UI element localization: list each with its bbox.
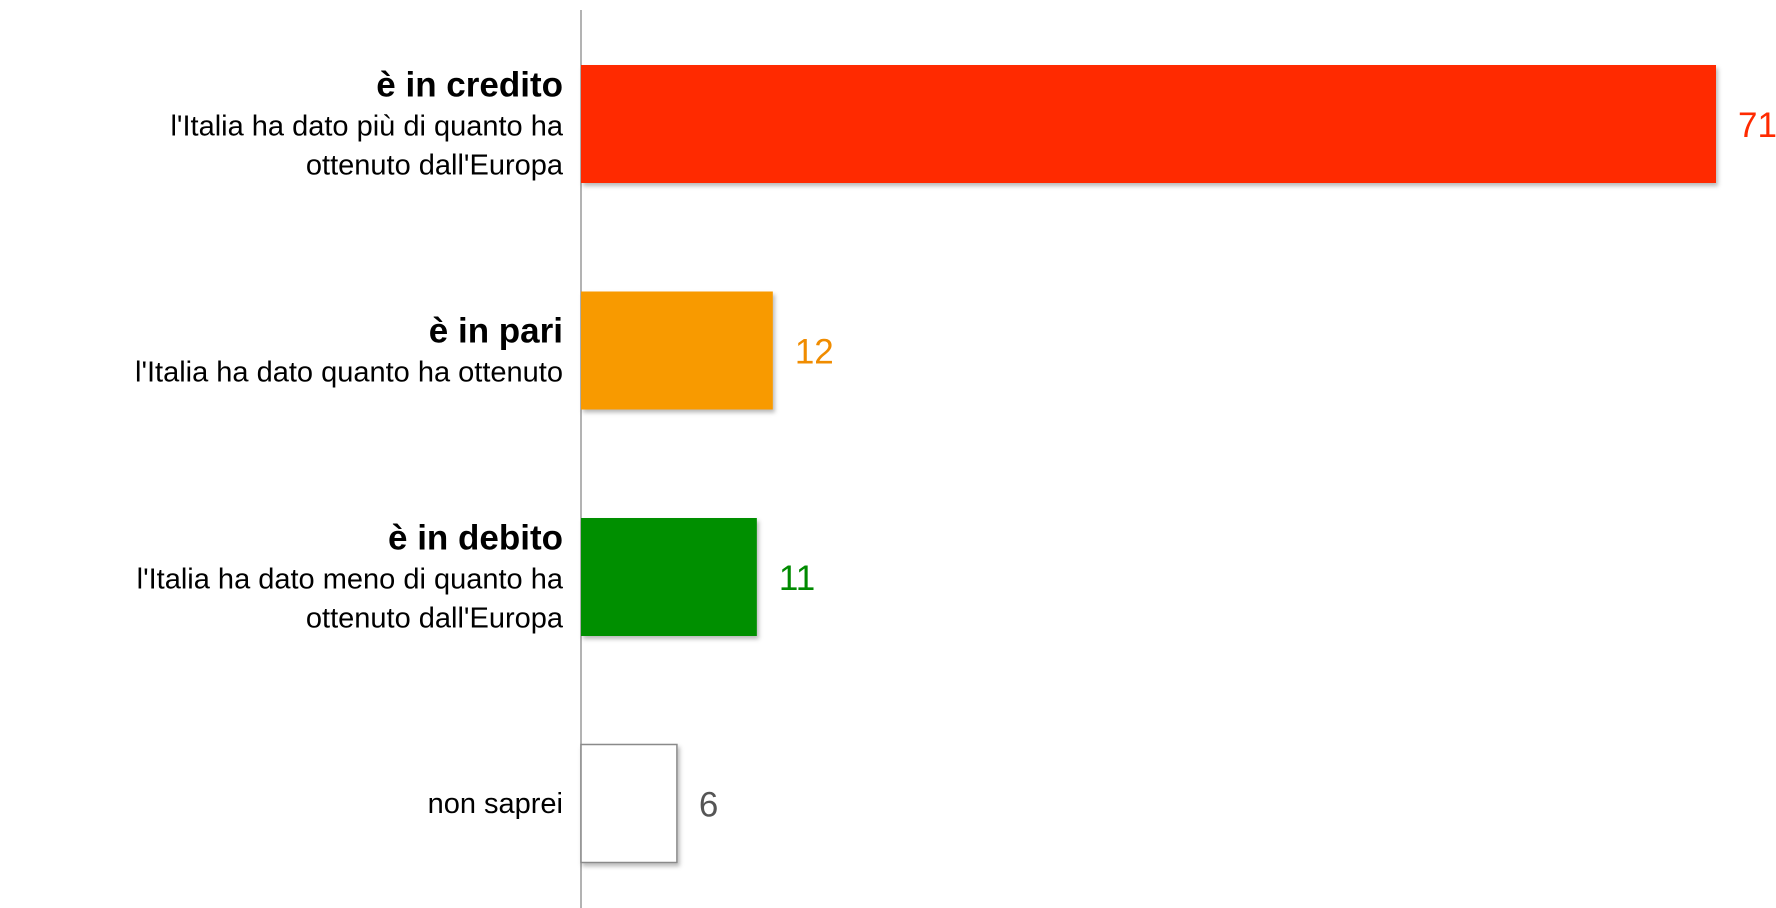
category-subtitle: non saprei — [428, 788, 563, 820]
bar-non-saprei — [580, 743, 678, 864]
category-subtitle: ottenuto dall'Europa — [306, 603, 564, 635]
category-label-e-in-debito: è in debito l'Italia ha dato meno di quan… — [137, 519, 564, 635]
value-label-non-saprei: 6 — [699, 786, 718, 825]
category-subtitle: l'Italia ha dato quanto ha ottenuto — [135, 357, 563, 389]
category-title: è in pari — [429, 312, 563, 351]
category-label-e-in-pari: è in pari l'Italia ha dato quanto ha otte… — [135, 312, 563, 389]
category-title: è in credito — [376, 66, 563, 105]
category-subtitle: ottenuto dall'Europa — [306, 150, 564, 182]
value-label-e-in-pari: 12 — [795, 333, 834, 372]
bar-e-in-credito — [581, 65, 1716, 183]
value-label-e-in-credito: 71 — [1738, 106, 1776, 145]
bar-e-in-pari — [581, 291, 773, 410]
category-subtitle: l'Italia ha dato meno di quanto ha — [137, 564, 564, 596]
category-subtitle: l'Italia ha dato più di quanto ha — [170, 111, 563, 143]
category-label-e-in-credito: è in credito l'Italia ha dato più di quan… — [170, 66, 563, 182]
category-label-non-saprei: non saprei — [428, 788, 563, 820]
value-label-e-in-debito: 11 — [779, 559, 815, 598]
bar-e-in-debito — [581, 518, 757, 636]
category-title: è in debito — [388, 519, 563, 558]
